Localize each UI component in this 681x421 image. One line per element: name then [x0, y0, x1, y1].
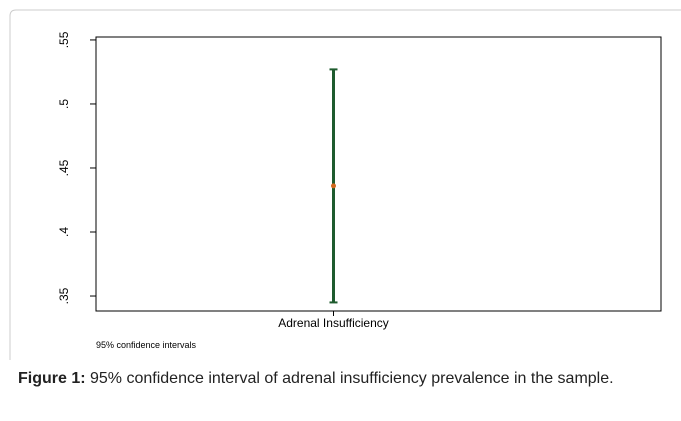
x-tick-label: Adrenal Insufficiency	[278, 316, 389, 330]
caption: Figure 1: 95% confidence interval of adr…	[18, 368, 668, 389]
frame	[9, 9, 681, 360]
caption-label: Figure 1:	[18, 370, 86, 387]
y-tick-label: .35	[57, 287, 71, 304]
y-tick-label: .5	[57, 99, 71, 109]
y-tick-label: .55	[57, 31, 71, 48]
note: 95% confidence intervals	[96, 340, 197, 350]
y-tick-label: .4	[57, 227, 71, 237]
point-estimate	[331, 183, 336, 189]
caption-text: 95% confidence interval of adrenal insuf…	[85, 370, 614, 387]
chart: 95% confidence intervals .35 .4 .45 .5 .55 Ad…	[9, 9, 681, 360]
y-tick-label: .45	[57, 159, 71, 176]
plot-frame	[95, 36, 662, 312]
